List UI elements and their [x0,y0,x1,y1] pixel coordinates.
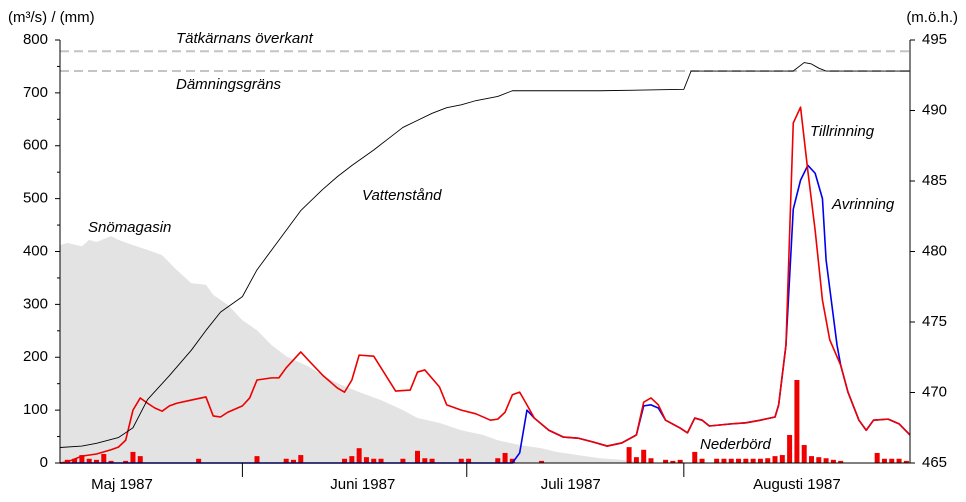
bar [736,458,742,463]
bar [743,458,749,463]
line [59,106,911,464]
y2-tick-label: 470 [922,383,947,400]
bar [750,458,756,463]
bar [466,458,472,463]
bar [794,379,800,463]
y2-axis-label: (m.ö.h.) [906,9,958,26]
bar [283,458,289,463]
bar [896,458,902,463]
bar [290,459,296,463]
series-label: Tillrinning [810,123,875,140]
bar [757,458,763,463]
bar [298,455,304,463]
bar [765,458,771,463]
bar [830,459,836,463]
bar [458,458,464,463]
y-tick-label: 300 [23,295,48,312]
x-tick-label: Augusti 1987 [753,476,841,493]
bar [648,458,654,463]
bar [72,458,78,463]
y2-tick-label: 480 [922,242,947,259]
bar [626,447,632,463]
bar [371,458,377,463]
bar [429,458,435,463]
bar [728,458,734,463]
y-tick-label: 600 [23,137,48,154]
bar [692,451,698,463]
y2-tick-label: 475 [922,313,947,330]
bar [772,456,778,463]
bar [101,454,107,463]
line [59,62,910,448]
y2-tick-label: 490 [922,101,947,118]
series-label: Vattenstånd [362,187,442,204]
y2-tick-label: 465 [922,454,947,471]
y-tick-label: 800 [23,31,48,48]
x-tick-label: Juni 1987 [330,476,395,493]
bar [363,457,369,463]
bar [509,458,515,463]
bar [721,458,727,463]
bar [196,458,202,463]
bar [108,460,114,463]
bar [356,448,362,463]
reference-label: Dämningsgräns [176,76,282,93]
bar [663,459,669,463]
bar [400,458,406,463]
bar [342,458,348,463]
y-tick-label: 200 [23,348,48,365]
bar [130,451,136,463]
series-label: Avrinning [831,196,895,213]
bar [801,445,807,463]
reference-label: Tätkärnans överkant [176,30,314,47]
bar [86,458,92,463]
bar [881,458,887,463]
y-tick-label: 400 [23,242,48,259]
bar [677,459,683,463]
y-tick-label: 0 [40,454,48,471]
bar [641,449,647,463]
y2-tick-label: 495 [922,31,947,48]
bar [787,434,793,463]
y-tick-label: 500 [23,190,48,207]
y-tick-label: 100 [23,401,48,418]
bar [809,456,815,463]
bar [93,459,99,463]
bar [816,457,822,463]
bar [874,452,880,463]
bar [349,456,355,463]
bar [137,456,143,463]
bar [79,455,85,463]
bar [539,460,545,463]
bar [889,458,895,463]
bar [838,460,844,463]
bar [502,452,508,463]
y2-tick-label: 485 [922,172,947,189]
bar [779,455,785,463]
x-tick-label: Juli 1987 [541,476,601,493]
x-tick-label: Maj 1987 [91,476,153,493]
bar [699,458,705,463]
bar [714,458,720,463]
bar [670,460,676,463]
series-label: Nederbörd [700,436,772,453]
bar [495,458,501,463]
bar [415,450,421,463]
bar [378,458,384,463]
bar [903,460,909,463]
bar [123,460,129,463]
bar [422,458,428,463]
y-tick-label: 700 [23,84,48,101]
series-label: Snömagasin [88,219,171,236]
bar [633,457,639,463]
area [60,236,651,463]
bar [254,456,260,463]
bar [823,458,829,463]
y-axis-label: (m³/s) / (mm) [8,9,95,26]
